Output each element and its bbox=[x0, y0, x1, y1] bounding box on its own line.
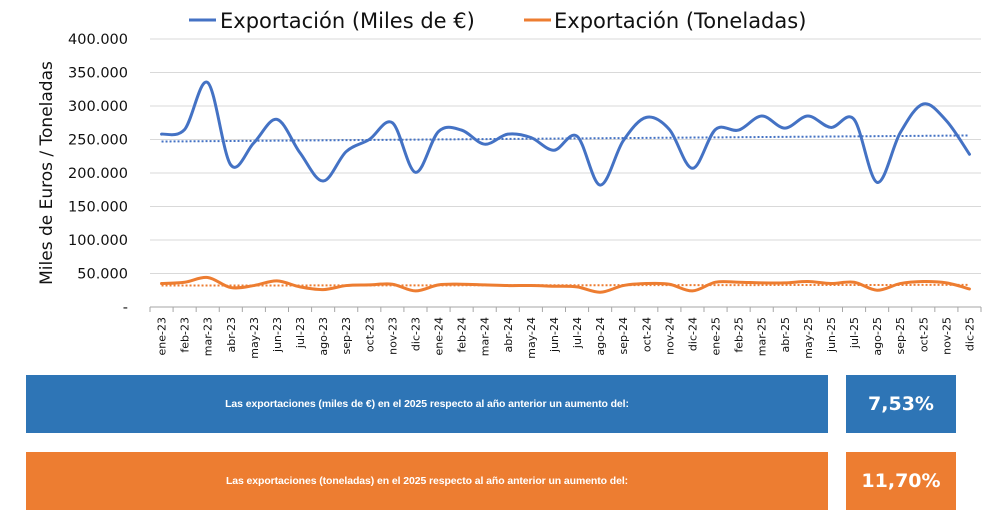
banner-euros-value: 7,53% bbox=[868, 393, 934, 415]
gridlines bbox=[150, 38, 981, 274]
banner-euros-value-box: 7,53% bbox=[846, 375, 956, 433]
series-lines bbox=[160, 80, 971, 294]
x-tick-label: sep-23 bbox=[340, 317, 353, 354]
export-line-chart: Exportación (Miles de €) Exportación (To… bbox=[37, 9, 982, 359]
x-tick-label: mar-24 bbox=[479, 317, 492, 356]
x-tick-label: ene-25 bbox=[710, 317, 723, 355]
y-tick-label: - bbox=[123, 300, 128, 316]
y-tick-label: 200.000 bbox=[68, 166, 128, 182]
x-tick-label: may-23 bbox=[248, 317, 261, 359]
banner-euros-text: Las exportaciones (miles de €) en el 202… bbox=[26, 375, 828, 433]
x-tick-label: nov-25 bbox=[940, 317, 953, 355]
x-tick-label: mar-23 bbox=[202, 317, 215, 356]
y-tick-label: 150.000 bbox=[68, 200, 128, 216]
x-tick-label: sep-25 bbox=[894, 317, 907, 354]
series-line-euros bbox=[160, 80, 971, 187]
series-line-toneladas bbox=[160, 275, 971, 294]
x-tick-label: dic-25 bbox=[963, 317, 976, 351]
x-tick-label: abr-25 bbox=[779, 317, 792, 353]
banner-toneladas-value: 11,70% bbox=[861, 470, 941, 492]
x-tick-label: oct-23 bbox=[363, 317, 376, 352]
x-tick-label: jun-25 bbox=[825, 317, 838, 353]
y-tick-label: 400.000 bbox=[68, 32, 128, 48]
x-tick-label: ago-25 bbox=[871, 317, 884, 356]
legend-label-euros: Exportación (Miles de €) bbox=[220, 9, 475, 33]
x-tick-label: nov-23 bbox=[386, 317, 399, 355]
x-axis: ene-23 feb-23 mar-23 abr-23 may-23 jun-23 jul-… bbox=[149, 306, 982, 359]
y-axis-label: Miles de Euros / Toneladas bbox=[37, 61, 57, 285]
y-tick-label: 50.000 bbox=[77, 267, 128, 283]
y-tick-labels: - 50.000 100.000 150.000 200.000 250.000 300.0… bbox=[68, 32, 128, 316]
x-tick-label: mar-25 bbox=[756, 317, 769, 356]
x-tick-label: feb-23 bbox=[179, 317, 192, 353]
x-tick-label: jun-23 bbox=[271, 317, 284, 353]
x-tick-label: may-25 bbox=[802, 317, 815, 359]
x-tick-label: feb-25 bbox=[733, 317, 746, 353]
legend-label-toneladas: Exportación (Toneladas) bbox=[554, 9, 806, 33]
y-tick-label: 300.000 bbox=[68, 99, 128, 115]
x-tick-label: dic-23 bbox=[409, 317, 422, 351]
x-tick-label: ago-23 bbox=[317, 317, 330, 356]
trendline-euros bbox=[161, 134, 970, 143]
x-tick-label: sep-24 bbox=[617, 317, 630, 354]
x-tick-label: ene-24 bbox=[433, 317, 446, 355]
x-tick-label: jul-24 bbox=[571, 317, 584, 349]
y-tick-label: 350.000 bbox=[68, 66, 128, 82]
x-tick-label: nov-24 bbox=[663, 317, 676, 355]
legend: Exportación (Miles de €) Exportación (To… bbox=[189, 9, 806, 33]
x-tick-label: oct-24 bbox=[640, 317, 653, 352]
x-tick-label: jun-24 bbox=[548, 317, 561, 353]
x-tick-label: oct-25 bbox=[917, 317, 930, 352]
banner-toneladas-value-box: 11,70% bbox=[846, 452, 956, 510]
x-tick-label: jul-23 bbox=[294, 317, 307, 349]
banner-euros-label: Las exportaciones (miles de €) en el 202… bbox=[225, 398, 629, 410]
x-tick-label: ene-23 bbox=[156, 317, 169, 355]
x-tick-label: abr-23 bbox=[225, 317, 238, 353]
y-tick-label: 250.000 bbox=[68, 133, 128, 149]
banner-toneladas-label: Las exportaciones (toneladas) en el 2025… bbox=[225, 475, 629, 487]
x-tick-label: may-24 bbox=[525, 317, 538, 359]
x-tick-label: feb-24 bbox=[456, 317, 469, 353]
x-tick-label: ago-24 bbox=[594, 317, 607, 356]
banner-toneladas-text: Las exportaciones (toneladas) en el 2025… bbox=[26, 452, 828, 510]
trendlines bbox=[161, 134, 970, 287]
x-tick-label: abr-24 bbox=[502, 317, 515, 353]
x-tick-label: jul-25 bbox=[848, 317, 861, 349]
y-tick-label: 100.000 bbox=[68, 233, 128, 249]
x-tick-label: dic-24 bbox=[686, 317, 699, 351]
trendline-toneladas bbox=[161, 283, 970, 287]
